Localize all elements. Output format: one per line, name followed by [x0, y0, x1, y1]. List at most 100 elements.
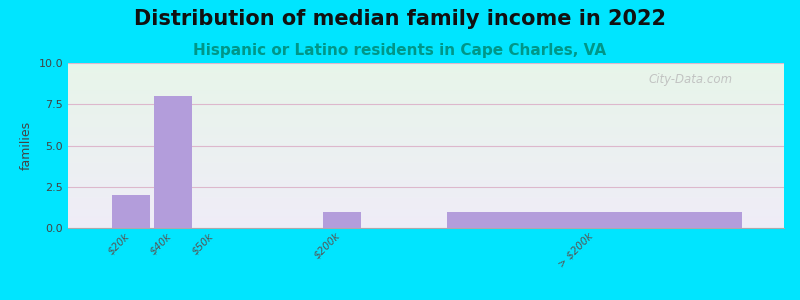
Bar	[68, 92, 784, 93]
Bar	[68, 120, 784, 121]
Bar	[68, 143, 784, 144]
Bar	[68, 111, 784, 112]
Bar	[68, 133, 784, 134]
Bar	[68, 102, 784, 103]
Bar	[68, 222, 784, 223]
Bar	[68, 94, 784, 95]
Bar	[68, 186, 784, 187]
Bar	[68, 170, 784, 171]
Bar	[68, 105, 784, 106]
Bar	[68, 148, 784, 149]
Bar	[68, 137, 784, 138]
Bar	[68, 63, 784, 64]
Bar	[68, 152, 784, 153]
Bar	[68, 75, 784, 76]
Bar	[68, 131, 784, 132]
Bar	[68, 176, 784, 177]
Bar	[447, 212, 742, 228]
Bar	[68, 160, 784, 161]
Bar	[68, 117, 784, 118]
Bar	[68, 147, 784, 148]
Bar	[68, 118, 784, 119]
Bar	[68, 185, 784, 186]
Bar	[68, 151, 784, 152]
Bar	[68, 112, 784, 113]
Bar	[68, 153, 784, 154]
Bar	[68, 81, 784, 82]
Bar	[68, 211, 784, 212]
Bar	[68, 66, 784, 67]
Bar	[68, 95, 784, 96]
Bar	[68, 206, 784, 207]
Bar	[68, 115, 784, 116]
Bar	[68, 107, 784, 108]
Bar	[68, 121, 784, 122]
Bar	[68, 203, 784, 204]
Bar	[68, 150, 784, 151]
Y-axis label: families: families	[20, 121, 33, 170]
Bar	[68, 210, 784, 211]
Bar	[68, 226, 784, 227]
Bar	[68, 100, 784, 101]
Bar	[68, 106, 784, 107]
Bar	[68, 134, 784, 135]
Bar	[68, 179, 784, 180]
Bar	[68, 227, 784, 228]
Bar	[68, 188, 784, 189]
Bar	[68, 87, 784, 88]
Bar	[68, 167, 784, 168]
Bar	[68, 162, 784, 163]
Bar	[68, 69, 784, 70]
Bar	[68, 201, 784, 202]
Bar	[68, 202, 784, 203]
Bar	[68, 96, 784, 97]
Bar	[68, 187, 784, 188]
Bar	[68, 196, 784, 197]
Bar	[68, 135, 784, 136]
Bar	[68, 129, 784, 130]
Bar	[68, 207, 784, 208]
Bar	[68, 78, 784, 79]
Bar	[68, 214, 784, 215]
Bar	[68, 110, 784, 111]
Bar	[68, 119, 784, 120]
Bar	[68, 146, 784, 147]
Bar	[68, 74, 784, 75]
Bar	[68, 64, 784, 65]
Bar	[68, 141, 784, 142]
Bar	[68, 138, 784, 139]
Bar	[68, 199, 784, 200]
Bar	[68, 127, 784, 128]
Bar	[68, 178, 784, 179]
Bar	[68, 219, 784, 220]
Bar	[68, 171, 784, 172]
Text: City-Data.com: City-Data.com	[649, 73, 733, 86]
Bar	[68, 205, 784, 206]
Bar	[68, 223, 784, 224]
Bar	[68, 104, 784, 105]
Bar	[68, 174, 784, 175]
Bar	[68, 103, 784, 104]
Bar	[68, 165, 784, 166]
Bar	[68, 181, 784, 182]
Bar	[68, 213, 784, 214]
Bar	[68, 82, 784, 83]
Bar	[68, 163, 784, 164]
Bar	[112, 195, 150, 228]
Bar	[68, 159, 784, 160]
Bar	[68, 208, 784, 209]
Bar	[68, 71, 784, 72]
Bar	[68, 209, 784, 210]
Bar	[68, 166, 784, 167]
Bar	[68, 101, 784, 102]
Bar	[68, 114, 784, 115]
Bar	[68, 172, 784, 173]
Bar	[68, 123, 784, 124]
Bar	[68, 84, 784, 85]
Bar	[68, 218, 784, 219]
Bar	[68, 154, 784, 155]
Bar	[68, 220, 784, 221]
Bar	[68, 180, 784, 181]
Bar	[68, 204, 784, 205]
Bar	[68, 139, 784, 140]
